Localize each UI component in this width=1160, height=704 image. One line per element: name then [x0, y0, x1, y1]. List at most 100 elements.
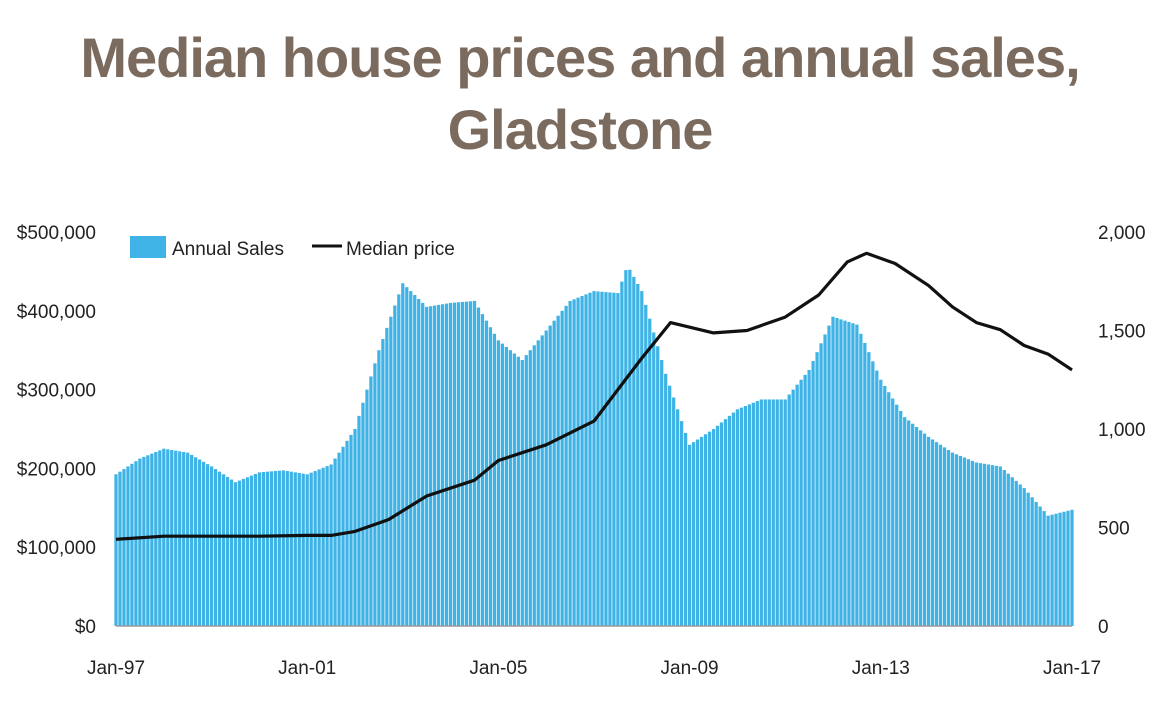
annual-sales-bar [851, 323, 855, 626]
annual-sales-bar [568, 300, 572, 626]
annual-sales-bar [452, 302, 457, 626]
annual-sales-bar [775, 399, 779, 626]
x-tick-label: Jan-13 [852, 658, 910, 679]
annual-sales-bar [229, 479, 234, 626]
annual-sales-bar [492, 333, 497, 626]
annual-sales-bar [281, 470, 285, 626]
annual-sales-bar [325, 466, 329, 626]
annual-sales-bar [600, 291, 604, 626]
axes: $0 $100,000 $200,000 $300,000 $400,000 $500,0… [17, 223, 1146, 679]
annual-sales-bar [1006, 473, 1010, 626]
annual-sales-bar [468, 301, 473, 626]
annual-sales-bar [293, 472, 297, 626]
annual-sales-bar [516, 356, 520, 626]
annual-sales-bar [158, 450, 162, 626]
annual-sales-bar [313, 471, 317, 626]
median-price-line-layer [115, 251, 1073, 541]
annual-sales-bar [803, 374, 807, 626]
annual-sales-bar [624, 270, 628, 626]
annual-sales-bar [496, 340, 501, 626]
annual-sales-bar [269, 471, 273, 626]
annual-sales-bar [437, 304, 441, 626]
annual-sales-bar [691, 442, 696, 626]
annual-sales-bar [990, 465, 994, 626]
annual-sales-bar [536, 340, 540, 626]
annual-sales-bar [225, 476, 230, 626]
annual-sales-bar [620, 281, 624, 626]
annual-sales-bar [237, 480, 242, 626]
legend: Annual Sales Median price [130, 236, 455, 260]
annual-sales-bar [731, 412, 736, 626]
annual-sales-bar [512, 353, 516, 626]
annual-sales-bar [596, 291, 600, 626]
annual-sales-bar [891, 398, 895, 626]
annual-sales-bar [628, 269, 632, 626]
annual-sales-bar [982, 463, 986, 626]
annual-sales-bar [576, 297, 580, 626]
annual-sales-bar [791, 389, 795, 626]
annual-sales-bar [484, 320, 489, 626]
annual-sales-bar [560, 310, 564, 626]
annual-sales-bar [652, 332, 656, 626]
annual-sales-bar [1010, 477, 1014, 626]
annual-sales-bar [401, 283, 405, 626]
y-right-tick-label: 0 [1098, 617, 1109, 638]
annual-sales-bar [998, 466, 1002, 626]
annual-sales-bar [409, 291, 413, 626]
annual-sales-bar [711, 429, 716, 626]
annual-sales-bar [333, 458, 337, 626]
y-right-tick-label: 1,500 [1098, 322, 1146, 343]
annual-sales-bar [182, 451, 186, 626]
annual-sales-bar [397, 294, 401, 626]
annual-sales-bar [1018, 484, 1022, 626]
chart-title-line-1: Median house prices and annual sales, [80, 26, 1080, 89]
annual-sales-bar [297, 473, 301, 626]
annual-sales-bar [138, 458, 142, 626]
annual-sales-bar [580, 296, 584, 626]
annual-sales-bar [277, 470, 281, 626]
annual-sales-bar [604, 292, 608, 626]
annual-sales-bar [1066, 510, 1070, 626]
annual-sales-bar [699, 436, 704, 626]
annual-sales-bar [831, 316, 835, 626]
annual-sales-bar [974, 462, 979, 626]
annual-sales-bar [1046, 515, 1050, 626]
annual-sales-bar [520, 360, 524, 626]
annual-sales-bar [532, 345, 536, 626]
annual-sales-bar [676, 409, 680, 626]
y-left-tick-label: $400,000 [17, 302, 96, 323]
annual-sales-bar [150, 453, 154, 627]
annual-sales-bar [142, 456, 146, 626]
annual-sales-bar [843, 320, 847, 626]
annual-sales-bar [660, 360, 664, 626]
x-tick-label: Jan-09 [661, 658, 719, 679]
annual-sales-bar [680, 421, 684, 626]
annual-sales-bar [672, 397, 676, 626]
annual-sales-bar [253, 473, 258, 626]
y-left-tick-label: $0 [75, 617, 96, 638]
annual-sales-bar [341, 446, 345, 626]
x-tick-label: Jan-01 [278, 658, 336, 679]
annual-sales-bar [528, 350, 532, 626]
annual-sales-bar [217, 471, 222, 626]
annual-sales-bar [787, 394, 791, 626]
annual-sales-bar [759, 399, 763, 626]
annual-sales-bar [695, 439, 700, 626]
annual-sales-bar [134, 461, 138, 626]
annual-sales-bar [608, 292, 612, 626]
annual-sales-bar [723, 419, 728, 626]
annual-sales-bar [879, 379, 883, 626]
annual-sales-bar [146, 455, 150, 626]
annual-sales-bar [265, 471, 269, 626]
legend-label-median-price: Median price [346, 239, 455, 260]
annual-sales-bar [958, 455, 963, 626]
annual-sales-bar [751, 402, 755, 626]
annual-sales-bar [899, 410, 903, 626]
annual-sales-bar [795, 384, 799, 626]
annual-sales-bar [213, 469, 218, 626]
annual-sales-bar [978, 463, 983, 626]
annual-sales-bar [556, 315, 560, 626]
annual-sales-bar [1038, 506, 1042, 626]
annual-sales-bar [863, 342, 867, 626]
annual-sales-bar [895, 404, 899, 626]
